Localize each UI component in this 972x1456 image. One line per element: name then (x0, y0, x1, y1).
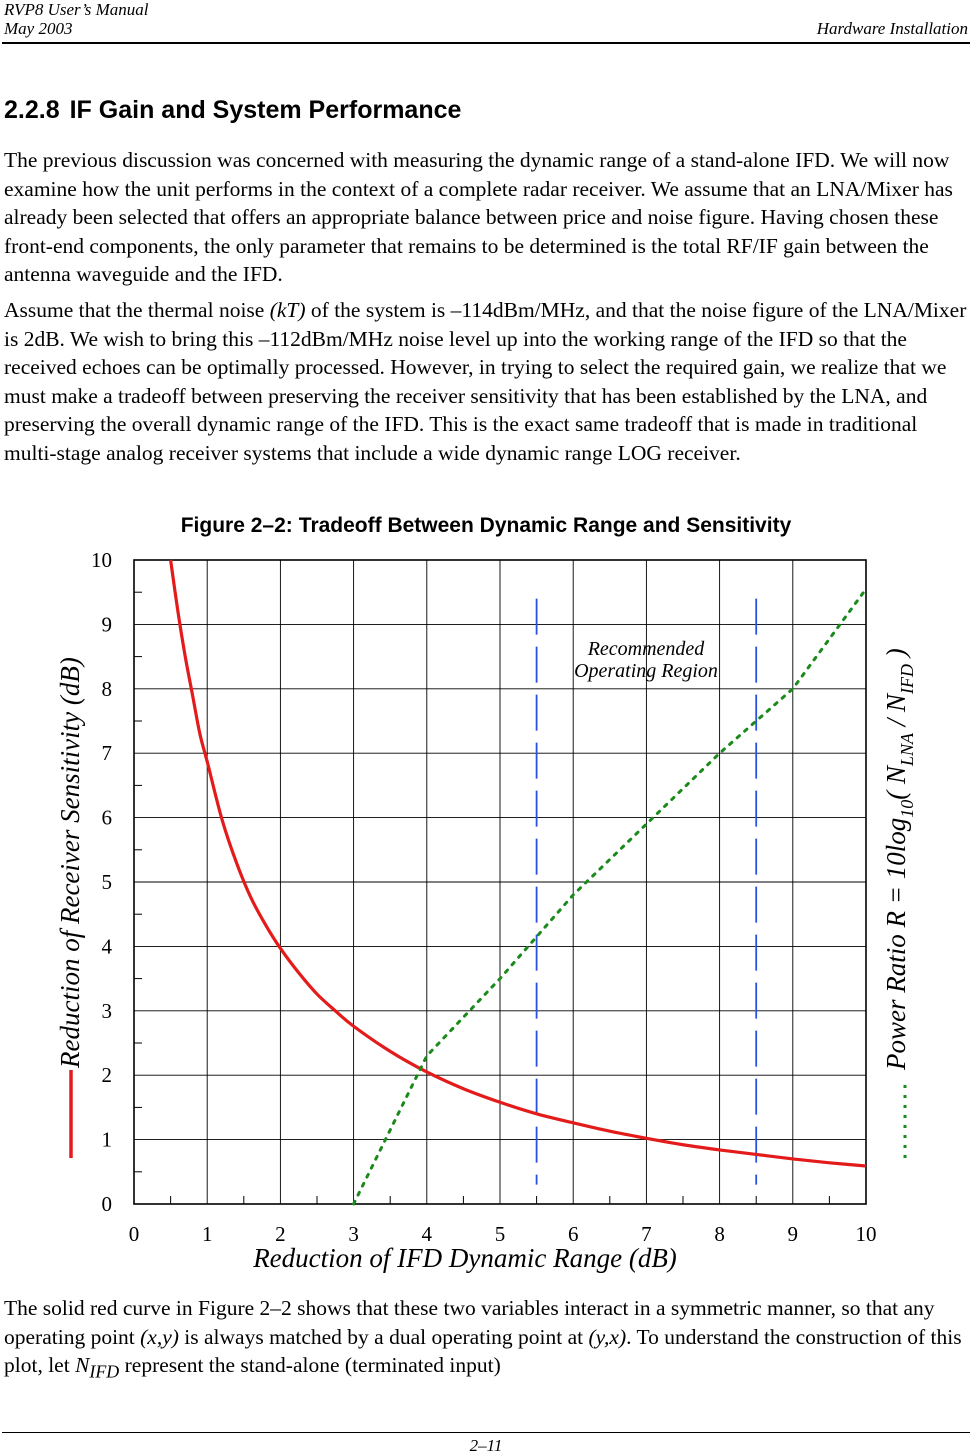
y-tick-label: 8 (102, 677, 113, 701)
paragraph-1: The previous discussion was concerned wi… (4, 148, 953, 286)
paragraph-3-text-a: The solid red curve in Figure 2–2 shows … (4, 1296, 935, 1349)
x-tick-label: 7 (641, 1222, 652, 1246)
y-axis-label: Reduction of Receiver Sensitivity (dB) (55, 657, 85, 1069)
y2-axis-label: Power Ratio R = 10log10( NLNA / NIFD ) (881, 648, 917, 1071)
x-tick-label: 8 (714, 1222, 725, 1246)
x-tick-label: 1 (202, 1222, 213, 1246)
series-line-sensitivity (169, 559, 867, 1168)
chart-grid (134, 560, 866, 1204)
y-tick-label: 10 (91, 548, 112, 572)
annotation-line-1: Recommended (587, 638, 706, 660)
tradeoff-chart: 0 1 2 3 4 5 6 7 8 9 10 0 1 2 3 4 5 6 7 8 9 10 Recommended Ope… (55, 548, 917, 1273)
footer-rule (2, 1432, 970, 1433)
header-rule (2, 42, 970, 44)
x-tick-label: 3 (348, 1222, 359, 1246)
section-number: 2.2.8 (4, 96, 60, 124)
running-header-left: RVP8 User’s Manual May 2003 (4, 0, 149, 38)
running-header-section: Hardware Installation (816, 19, 968, 38)
x-tick-label: 2 (275, 1222, 286, 1246)
paragraph-2-text-a: Assume that the thermal noise (4, 298, 270, 322)
annotation-line-2: Operating Region (574, 660, 718, 682)
y-tick-label: 3 (102, 999, 113, 1023)
y-tick-label: 2 (102, 1063, 113, 1087)
recommended-region-label: Recommended Operating Region (574, 638, 718, 682)
x-tick-label: 5 (495, 1222, 506, 1246)
paragraph-3-text-c: . To understand the construction of this… (4, 1324, 962, 1378)
paragraph-2-kt: (kT) (269, 298, 306, 322)
series-line-power-ratio (352, 587, 868, 1206)
y-tick-label: 4 (102, 934, 113, 958)
paragraph-3-text-b: is always matched by a dual operating po… (178, 1324, 589, 1349)
paragraph-3: The solid red curve in Figure 2–2 shows … (4, 1294, 970, 1386)
page-number: 2–11 (469, 1436, 503, 1455)
chart-series (169, 559, 868, 1206)
figure-title: Tradeoff Between Dynamic Range and Sensi… (298, 514, 792, 537)
manual-date: May 2003 (4, 19, 73, 38)
paragraph-3-n-sub: IFD (89, 1361, 120, 1382)
chart-ticks: 0 1 2 3 4 5 6 7 8 9 10 0 1 2 3 4 5 6 7 8 9 10 (91, 548, 877, 1246)
x-tick-label: 10 (856, 1222, 877, 1246)
paragraph-3-text-d: represent the stand-alone (terminated in… (119, 1353, 501, 1377)
section-heading: 2.2.8 IF Gain and System Performance (4, 96, 461, 125)
paragraph-2-text-b: of the system is –114dBm/MHz, and that t… (4, 298, 967, 465)
y-tick-label: 0 (102, 1192, 113, 1216)
paragraph-2: Assume that the thermal noise (kT) of th… (4, 296, 970, 467)
paragraph-3-yx: (y,x) (588, 1324, 627, 1349)
x-tick-label: 0 (129, 1222, 140, 1246)
manual-title: RVP8 User’s Manual (4, 0, 149, 19)
figure-label: Figure 2–2: (180, 514, 293, 537)
x-tick-label: 6 (568, 1222, 579, 1246)
x-axis-label: Reduction of IFD Dynamic Range (dB) (252, 1243, 677, 1273)
recommended-region (535, 598, 758, 1185)
y-tick-label: 6 (102, 806, 113, 830)
figure-caption: Figure 2–2: Tradeoff Between Dynamic Rang… (0, 514, 972, 538)
x-tick-label: 9 (788, 1222, 799, 1246)
y-tick-label: 9 (102, 612, 113, 636)
plot-frame (133, 559, 867, 1205)
paragraph-3-xy: (x,y) (140, 1324, 179, 1349)
y-tick-label: 7 (102, 741, 113, 765)
x-tick-label: 4 (422, 1222, 433, 1246)
section-title: IF Gain and System Performance (69, 96, 462, 124)
paragraph-3-n: N (75, 1353, 90, 1377)
y-tick-label: 1 (102, 1128, 113, 1152)
y-tick-label: 5 (102, 870, 113, 894)
